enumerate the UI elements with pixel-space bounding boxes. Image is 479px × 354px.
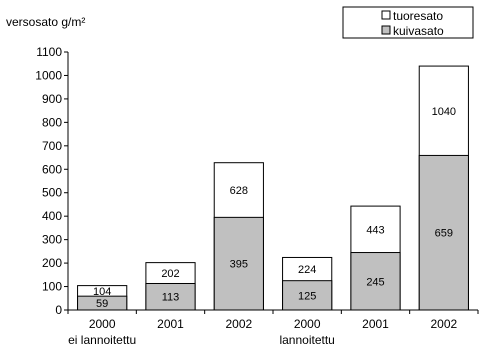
- y-axis-label: versosato g/m²: [6, 15, 85, 29]
- x-group-label: ei lannoitettu: [68, 333, 136, 347]
- data-label-tuoresato: 104: [93, 286, 111, 298]
- bar-kuivasato: [213, 216, 264, 311]
- y-tick-label: 0: [55, 303, 62, 317]
- bar-kuivasato: [350, 252, 401, 311]
- data-label-tuoresato: 443: [366, 224, 384, 236]
- data-label-kuivasato: 395: [230, 259, 248, 271]
- data-label-tuoresato: 628: [230, 185, 248, 197]
- y-tick-label: 300: [42, 233, 62, 247]
- legend-label-tuoresato: tuoresato: [393, 9, 443, 23]
- y-tick-label: 900: [42, 92, 62, 106]
- data-label-kuivasato: 245: [366, 276, 384, 288]
- legend: tuoresato kuivasato: [342, 6, 474, 39]
- y-tick-label: 600: [42, 162, 62, 176]
- bar-kuivasato: [145, 282, 196, 311]
- data-label-kuivasato: 59: [96, 298, 108, 310]
- y-tick-label: 800: [42, 115, 62, 129]
- x-tick-label: 2002: [430, 317, 457, 331]
- bar-kuivasato: [418, 154, 469, 311]
- y-tick-label: 700: [42, 139, 62, 153]
- data-label-tuoresato: 202: [161, 268, 179, 280]
- y-tick-label: 100: [42, 280, 62, 294]
- x-tick-label: 2001: [362, 317, 389, 331]
- y-tick-label: 400: [42, 209, 62, 223]
- x-axis: 2000 2001 2002 2000 2001 2002 ei lannoitettu la…: [67, 309, 479, 347]
- data-label-kuivasato: 125: [298, 290, 316, 302]
- data-label-kuivasato: 113: [162, 292, 180, 304]
- x-tick-label: 2000: [89, 317, 116, 331]
- x-tick-label: 2000: [294, 317, 321, 331]
- legend-label-kuivasato: kuivasato: [393, 24, 444, 38]
- legend-frame: [342, 6, 474, 39]
- x-group-label: lannoitettu: [279, 333, 334, 347]
- data-label-tuoresato: 1040: [432, 106, 456, 118]
- y-tick-label: 200: [42, 256, 62, 270]
- data-label-tuoresato: 224: [298, 264, 316, 276]
- legend-swatch-kuivasato: [381, 25, 391, 35]
- legend-swatch-tuoresato: [381, 10, 391, 20]
- y-tick-label: 1100: [36, 45, 62, 59]
- data-label-kuivasato: 659: [435, 228, 453, 240]
- x-tick-label: 2002: [225, 317, 252, 331]
- y-tick-label: 500: [42, 186, 62, 200]
- x-tick-label: 2001: [157, 317, 184, 331]
- y-tick-label: 1000: [35, 68, 62, 82]
- y-axis: 0 100 200 300 400 500 600 700 800 900 1000 1100: [35, 45, 69, 317]
